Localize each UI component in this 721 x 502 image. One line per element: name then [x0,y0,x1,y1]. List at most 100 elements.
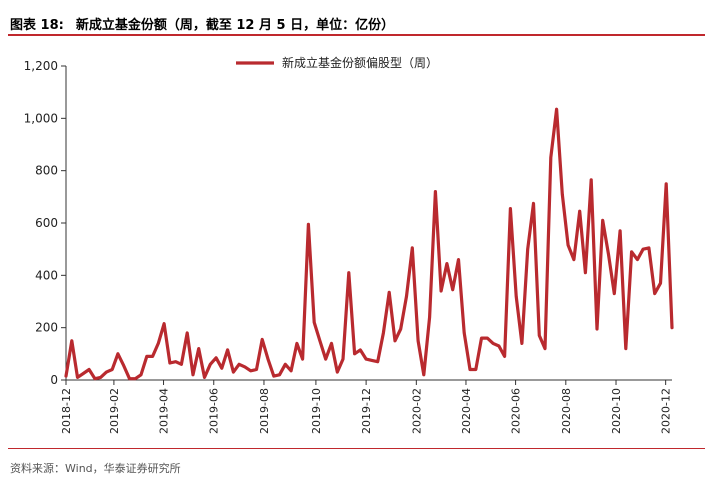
data-point [284,363,287,366]
data-point [88,368,90,371]
data-point [503,355,506,358]
data-point [146,355,148,358]
data-point [405,295,408,298]
x-tick-label: 2020-08 [560,388,573,434]
data-point [486,337,489,339]
data-point [653,292,656,295]
data-point [353,353,356,355]
data-point [65,375,67,377]
data-point [244,366,246,368]
data-point [509,207,512,210]
figure-title: 图表 18: 新成立基金份额（周，截至 12 月 5 日，单位：亿份） [10,14,394,33]
data-point [157,342,160,345]
x-tick-label: 2019-10 [310,388,323,434]
data-point [94,377,96,380]
data-point [648,247,650,249]
data-point [423,374,425,376]
data-point [417,340,419,342]
data-point [221,367,223,370]
data-point [238,363,240,366]
data-point [636,258,639,261]
data-point [105,371,108,373]
data-point [319,340,321,342]
data-point [428,316,431,319]
series-layer [64,107,674,381]
data-point [278,374,281,376]
data-point [659,282,662,285]
x-tick-label: 2019-04 [158,388,171,434]
data-point [203,376,206,379]
data-point [348,271,350,274]
data-point [601,219,604,222]
data-point [544,347,546,350]
data-point [561,193,564,195]
data-point [273,375,275,377]
data-point [232,371,235,373]
data-point [151,355,154,358]
x-axis: 2018-12 2019-02 2019-04 2019-06 2019-08 2019-… [60,379,673,434]
data-point [607,253,610,256]
source-note: 资料来源：Wind，华泰证券研究所 [10,462,181,475]
data-point [313,321,316,324]
data-point [261,338,264,341]
data-point [584,271,587,274]
data-point [630,251,633,253]
data-point [532,202,535,205]
data-point [255,368,258,371]
data-point [111,368,113,371]
data-point [290,370,292,372]
data-point [521,342,523,345]
data-point [134,377,137,380]
data-point [169,362,171,364]
data-point [186,332,188,334]
y-tick-label: 600 [35,216,58,230]
data-point [480,337,483,339]
data-point [359,349,362,351]
x-tick-label: 2019-12 [360,388,373,434]
x-tick-label: 2020-02 [410,388,423,434]
data-point [71,340,73,342]
data-point [567,244,569,246]
data-point [180,363,183,366]
data-point [590,179,592,181]
data-point [440,290,442,292]
title-divider [8,34,705,36]
x-tick-label: 2020-04 [460,388,473,434]
data-point [174,360,177,363]
data-point [463,332,466,334]
y-tick-label: 0 [50,373,58,387]
data-point [550,156,552,159]
data-point [324,358,327,360]
data-point [578,210,581,212]
data-point [451,288,454,291]
data-point [209,363,212,366]
data-point [469,368,471,371]
data-point [388,291,391,294]
data-point [330,342,333,345]
data-point [296,342,298,345]
data-point [301,358,304,360]
x-tick-label: 2020-06 [510,388,523,434]
data-point [365,358,367,360]
y-tick-label: 800 [35,164,58,178]
data-point [140,374,142,376]
x-tick-label: 2020-10 [610,388,623,434]
y-tick-label: 1,000 [24,111,58,125]
x-tick-label: 2020-12 [660,388,673,434]
data-point [399,328,402,330]
data-point [117,353,119,355]
data-point [411,247,414,249]
data-point [371,359,373,362]
data-point [613,292,616,295]
data-point [671,326,673,329]
figure-label: 图表 18: [10,18,64,33]
data-point [555,108,558,110]
legend-label: 新成立基金份额偏股型（周） [282,55,438,70]
data-point [376,360,379,363]
data-point [573,258,575,261]
y-tick-label: 1,200 [24,59,58,73]
data-point [446,262,448,265]
data-point [128,377,131,380]
data-point [665,183,667,185]
y-axis: 0 200 400 600 800 1,000 1,200 [24,59,67,387]
